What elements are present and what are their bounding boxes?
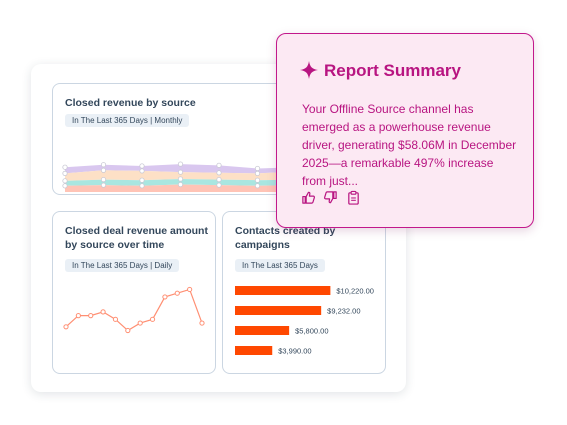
area-point[interactable]	[139, 177, 145, 183]
summary-title: Report Summary	[324, 61, 461, 80]
line-point[interactable]	[75, 313, 81, 319]
bar[interactable]	[235, 346, 273, 355]
area-point[interactable]	[254, 170, 261, 177]
area-point[interactable]	[254, 177, 261, 183]
area-point[interactable]	[100, 167, 107, 173]
line-point[interactable]	[174, 290, 180, 296]
clipboard-icon[interactable]	[346, 190, 361, 205]
area-point[interactable]	[177, 169, 184, 175]
area-point[interactable]	[100, 177, 107, 183]
line-series	[65, 288, 203, 332]
line-point[interactable]	[162, 294, 168, 300]
card-title: Closed deal revenue amount by source ove…	[65, 224, 208, 252]
report-summary-popover: Report Summary Your Offline Source chann…	[276, 33, 534, 228]
line-point[interactable]	[112, 316, 119, 322]
area-point[interactable]	[100, 162, 107, 168]
line-point[interactable]	[187, 286, 193, 293]
line-point[interactable]	[199, 320, 205, 326]
bar-value-label: $10,220.00	[336, 287, 374, 296]
line-point[interactable]	[63, 324, 69, 330]
line-point[interactable]	[137, 320, 143, 326]
card-title-line-1: Closed deal revenue amount	[65, 225, 208, 237]
area-point[interactable]	[177, 176, 184, 182]
card-title-line-1: Contacts created by	[235, 225, 336, 237]
horizontal-bar-chart: $10,220.00 $9,232.00 $5,800.00 $3,990.00	[235, 286, 374, 356]
deal-revenue-card[interactable]: Closed deal revenue amount by source ove…	[52, 211, 216, 374]
area-point[interactable]	[254, 183, 261, 189]
thumbs-up-icon[interactable]	[301, 190, 316, 205]
summary-text: Your Offline Source channel has emerged …	[302, 102, 517, 188]
line-point[interactable]	[88, 313, 94, 319]
date-range-chip[interactable]: In The Last 365 Days | Monthly	[65, 114, 190, 127]
bar-value-label: $3,990.00	[278, 347, 311, 356]
bar[interactable]	[235, 286, 331, 295]
area-point[interactable]	[177, 181, 184, 188]
contacts-by-campaigns-card[interactable]: Contacts created by campaigns In The Las…	[222, 211, 386, 374]
area-point[interactable]	[216, 182, 222, 188]
line-point[interactable]	[100, 309, 106, 315]
area-point[interactable]	[62, 178, 68, 184]
bar[interactable]	[235, 326, 290, 335]
area-point[interactable]	[216, 177, 222, 183]
bar[interactable]	[235, 306, 322, 315]
bar-value-label: $5,800.00	[295, 327, 328, 336]
area-point[interactable]	[62, 183, 68, 189]
area-point[interactable]	[139, 183, 145, 189]
card-title-line-2: campaigns	[235, 239, 290, 251]
card-title: Closed revenue by source	[65, 97, 196, 109]
date-range-chip[interactable]: In The Last 365 Days | Daily	[65, 259, 180, 272]
area-point[interactable]	[100, 182, 107, 188]
sparkle-icon	[300, 61, 318, 79]
area-point[interactable]	[139, 168, 145, 174]
area-point[interactable]	[139, 163, 145, 169]
area-point[interactable]	[62, 170, 68, 177]
card-title-line-2: by source over time	[65, 239, 165, 251]
date-range-chip[interactable]: In The Last 365 Days	[235, 259, 325, 272]
area-point[interactable]	[62, 164, 68, 170]
thumbs-down-icon[interactable]	[323, 190, 338, 205]
area-point[interactable]	[216, 170, 222, 176]
area-point[interactable]	[177, 161, 184, 167]
area-point[interactable]	[254, 165, 261, 172]
line-point[interactable]	[149, 316, 156, 322]
card-title: Contacts created by campaigns	[235, 224, 335, 252]
line-chart	[63, 286, 205, 334]
area-point[interactable]	[216, 162, 222, 168]
bar-value-label: $9,232.00	[327, 307, 360, 316]
line-point[interactable]	[125, 327, 131, 334]
